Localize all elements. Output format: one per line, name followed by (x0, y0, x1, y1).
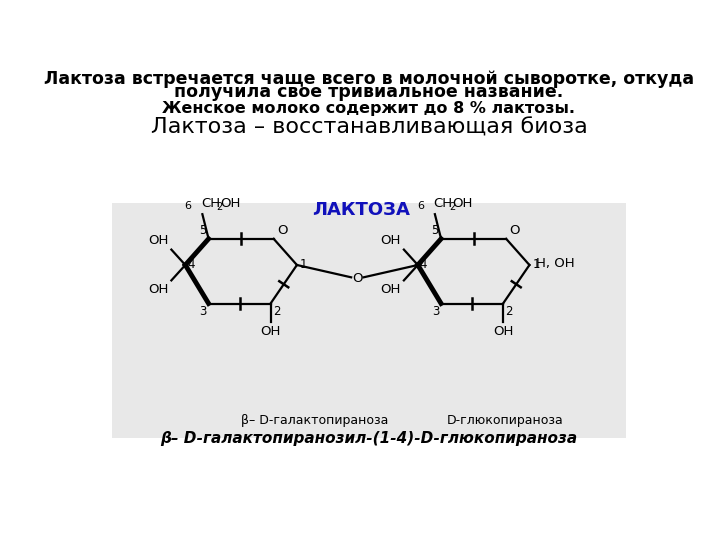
Text: D-глюкопираноза: D-глюкопираноза (446, 414, 563, 427)
Text: 3: 3 (199, 305, 207, 318)
Text: Лактоза встречается чаще всего в молочной сыворотке, откуда: Лактоза встречается чаще всего в молочно… (44, 70, 694, 88)
Text: OH: OH (261, 325, 281, 338)
Text: 5: 5 (431, 224, 438, 237)
Text: 2: 2 (273, 305, 280, 318)
Text: 5: 5 (199, 224, 206, 237)
Text: β– D-галактопираноза: β– D-галактопираноза (241, 414, 389, 427)
Text: 2: 2 (449, 202, 455, 212)
Text: OH: OH (453, 197, 473, 210)
Text: получила свое тривиальное название.: получила свое тривиальное название. (174, 83, 564, 102)
Text: 4: 4 (187, 258, 194, 271)
Text: 3: 3 (432, 305, 439, 318)
Text: OH: OH (148, 233, 168, 247)
Text: 4: 4 (419, 258, 427, 271)
Text: Лактоза – восстанавливающая биоза: Лактоза – восстанавливающая биоза (150, 117, 588, 137)
Text: ЛАКТОЗА: ЛАКТОЗА (312, 200, 410, 219)
Text: OH: OH (148, 284, 168, 296)
Text: Женское молоко содержит до 8 % лактозы.: Женское молоко содержит до 8 % лактозы. (163, 101, 575, 116)
Text: CH: CH (201, 197, 220, 210)
Text: CH: CH (433, 197, 452, 210)
FancyBboxPatch shape (112, 204, 626, 438)
Text: OH: OH (220, 197, 240, 210)
Text: 1: 1 (533, 258, 540, 271)
Text: 6: 6 (184, 201, 192, 211)
Text: β– D-галактопиранозил-(1-4)-D-глюкопираноза: β– D-галактопиранозил-(1-4)-D-глюкопиран… (161, 430, 577, 445)
Text: O: O (276, 224, 287, 237)
Text: 2: 2 (505, 305, 513, 318)
Text: OH: OH (493, 325, 513, 338)
Text: 2: 2 (216, 202, 222, 212)
Text: O: O (352, 272, 363, 285)
Text: H, OH: H, OH (536, 257, 575, 270)
Text: OH: OH (380, 233, 401, 247)
Text: OH: OH (380, 284, 401, 296)
Text: O: O (509, 224, 520, 237)
Text: 6: 6 (417, 201, 424, 211)
Text: 1: 1 (300, 258, 307, 271)
